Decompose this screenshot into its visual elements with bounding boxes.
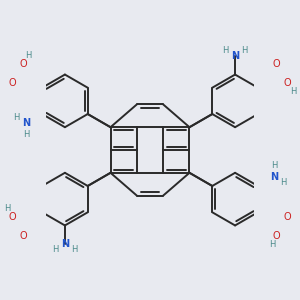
Text: O: O	[272, 59, 280, 69]
Text: O: O	[9, 79, 16, 88]
Text: H: H	[242, 46, 248, 55]
Text: H: H	[222, 46, 229, 55]
Text: N: N	[61, 239, 69, 249]
Text: H: H	[280, 178, 286, 187]
Text: O: O	[20, 59, 28, 69]
Text: H: H	[52, 245, 58, 254]
Text: H: H	[4, 204, 10, 213]
Text: O: O	[284, 79, 291, 88]
Text: H: H	[271, 161, 277, 170]
Text: H: H	[23, 130, 29, 139]
Text: H: H	[25, 51, 31, 60]
Text: H: H	[14, 113, 20, 122]
Text: N: N	[231, 51, 239, 61]
Text: O: O	[20, 231, 28, 241]
Text: O: O	[9, 212, 16, 221]
Text: O: O	[284, 212, 291, 221]
Text: N: N	[270, 172, 278, 182]
Text: N: N	[22, 118, 30, 128]
Text: H: H	[71, 245, 78, 254]
Text: H: H	[269, 240, 275, 249]
Text: H: H	[290, 87, 296, 96]
Text: O: O	[272, 231, 280, 241]
